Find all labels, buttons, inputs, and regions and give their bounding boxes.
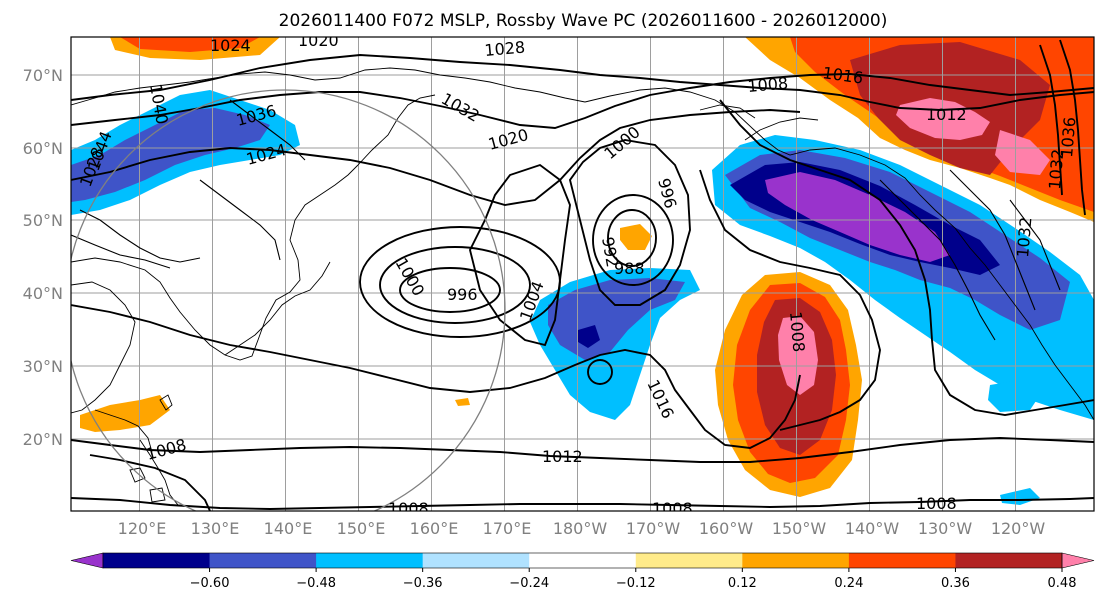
colorbar-tick-label: −0.24 — [509, 576, 549, 591]
colorbar-segment — [848, 553, 956, 568]
lon-label: 150°E — [337, 519, 386, 538]
mslp-label: 1008 — [652, 499, 693, 518]
colorbar-tick-label: −0.12 — [616, 576, 656, 591]
mslp-label: 996 — [447, 285, 478, 304]
lon-label: 140°E — [264, 519, 313, 538]
mslp-label: 988 — [614, 259, 645, 278]
colorbar-segment — [316, 553, 424, 568]
mslp-label: 1008 — [916, 494, 957, 513]
lon-label: 130°W — [918, 519, 973, 538]
mslp-label: 1012 — [542, 447, 583, 466]
colorbar-segment — [635, 553, 743, 568]
thin-contours — [71, 99, 1061, 341]
lon-label: 160°E — [410, 519, 459, 538]
longitude-labels: 120°E 130°E 140°E 150°E 160°E 170°E 180°… — [118, 519, 1046, 538]
colorbar-tick-label: −0.60 — [190, 576, 230, 591]
colorbar-extend-low — [70, 552, 104, 569]
lat-label: 60°N — [23, 139, 63, 158]
coastlines — [71, 67, 1094, 506]
lon-label: 180°W — [553, 519, 608, 538]
mslp-contours — [71, 39, 1094, 511]
colorbar-tick-label: 0.48 — [1048, 576, 1077, 591]
mslp-label: 1024 — [210, 36, 251, 55]
colorbar-tick-label: 0.12 — [728, 576, 757, 591]
mslp-label: 1028 — [484, 38, 526, 60]
colorbar-segment — [742, 553, 850, 568]
colorbar-tick-label: 0.24 — [834, 576, 863, 591]
lon-label: 140°W — [845, 519, 900, 538]
colorbar-outline — [102, 552, 1063, 569]
mslp-label: 1032 — [1045, 148, 1067, 190]
lon-label: 170°W — [626, 519, 681, 538]
colorbar-tick-label: −0.36 — [403, 576, 443, 591]
lon-label: 170°E — [483, 519, 532, 538]
colorbar-tick-label: −0.48 — [296, 576, 336, 591]
colorbar: −0.60 −0.48 −0.36 −0.24 −0.12 0.12 0.24 0.36 0.4… — [70, 552, 1095, 591]
map-frame — [70, 36, 1095, 512]
lat-label: 50°N — [23, 211, 63, 230]
colorbar-segment — [209, 553, 317, 568]
colorbar-segment — [955, 553, 1063, 568]
lat-label: 30°N — [23, 357, 63, 376]
lat-label: 20°N — [23, 430, 63, 449]
mslp-label: 1008 — [388, 499, 429, 518]
colorbar-segment — [422, 553, 530, 568]
mslp-label: 1008 — [747, 74, 789, 96]
latitude-labels: 70°N 60°N 50°N 40°N 30°N 20°N — [23, 66, 63, 449]
lat-label: 40°N — [23, 284, 63, 303]
mslp-label: 1020 — [298, 31, 339, 50]
map-gridlines — [71, 37, 1094, 511]
reference-circle — [71, 89, 506, 511]
mslp-label: 1008 — [786, 311, 808, 353]
colorbar-tick-label: 0.36 — [941, 576, 970, 591]
lon-label: 120°W — [991, 519, 1046, 538]
lon-label: 120°E — [118, 519, 167, 538]
lon-label: 130°E — [191, 519, 240, 538]
lat-label: 70°N — [23, 66, 63, 85]
mslp-label: 1012 — [926, 105, 967, 124]
lon-label: 150°W — [772, 519, 827, 538]
lon-label: 160°W — [699, 519, 754, 538]
colorbar-segment — [103, 553, 211, 568]
map-plot-area: 1024 1020 1028 1040 1036 1032 1020 1044 … — [71, 31, 1094, 518]
mslp-label: 1036 — [1057, 116, 1079, 158]
map-title: 2026011400 F072 MSLP, Rossby Wave PC (20… — [279, 11, 888, 31]
colorbar-extend-high — [1061, 552, 1095, 569]
colorbar-segment — [529, 553, 637, 568]
mslp-label: 1032 — [1013, 216, 1035, 258]
